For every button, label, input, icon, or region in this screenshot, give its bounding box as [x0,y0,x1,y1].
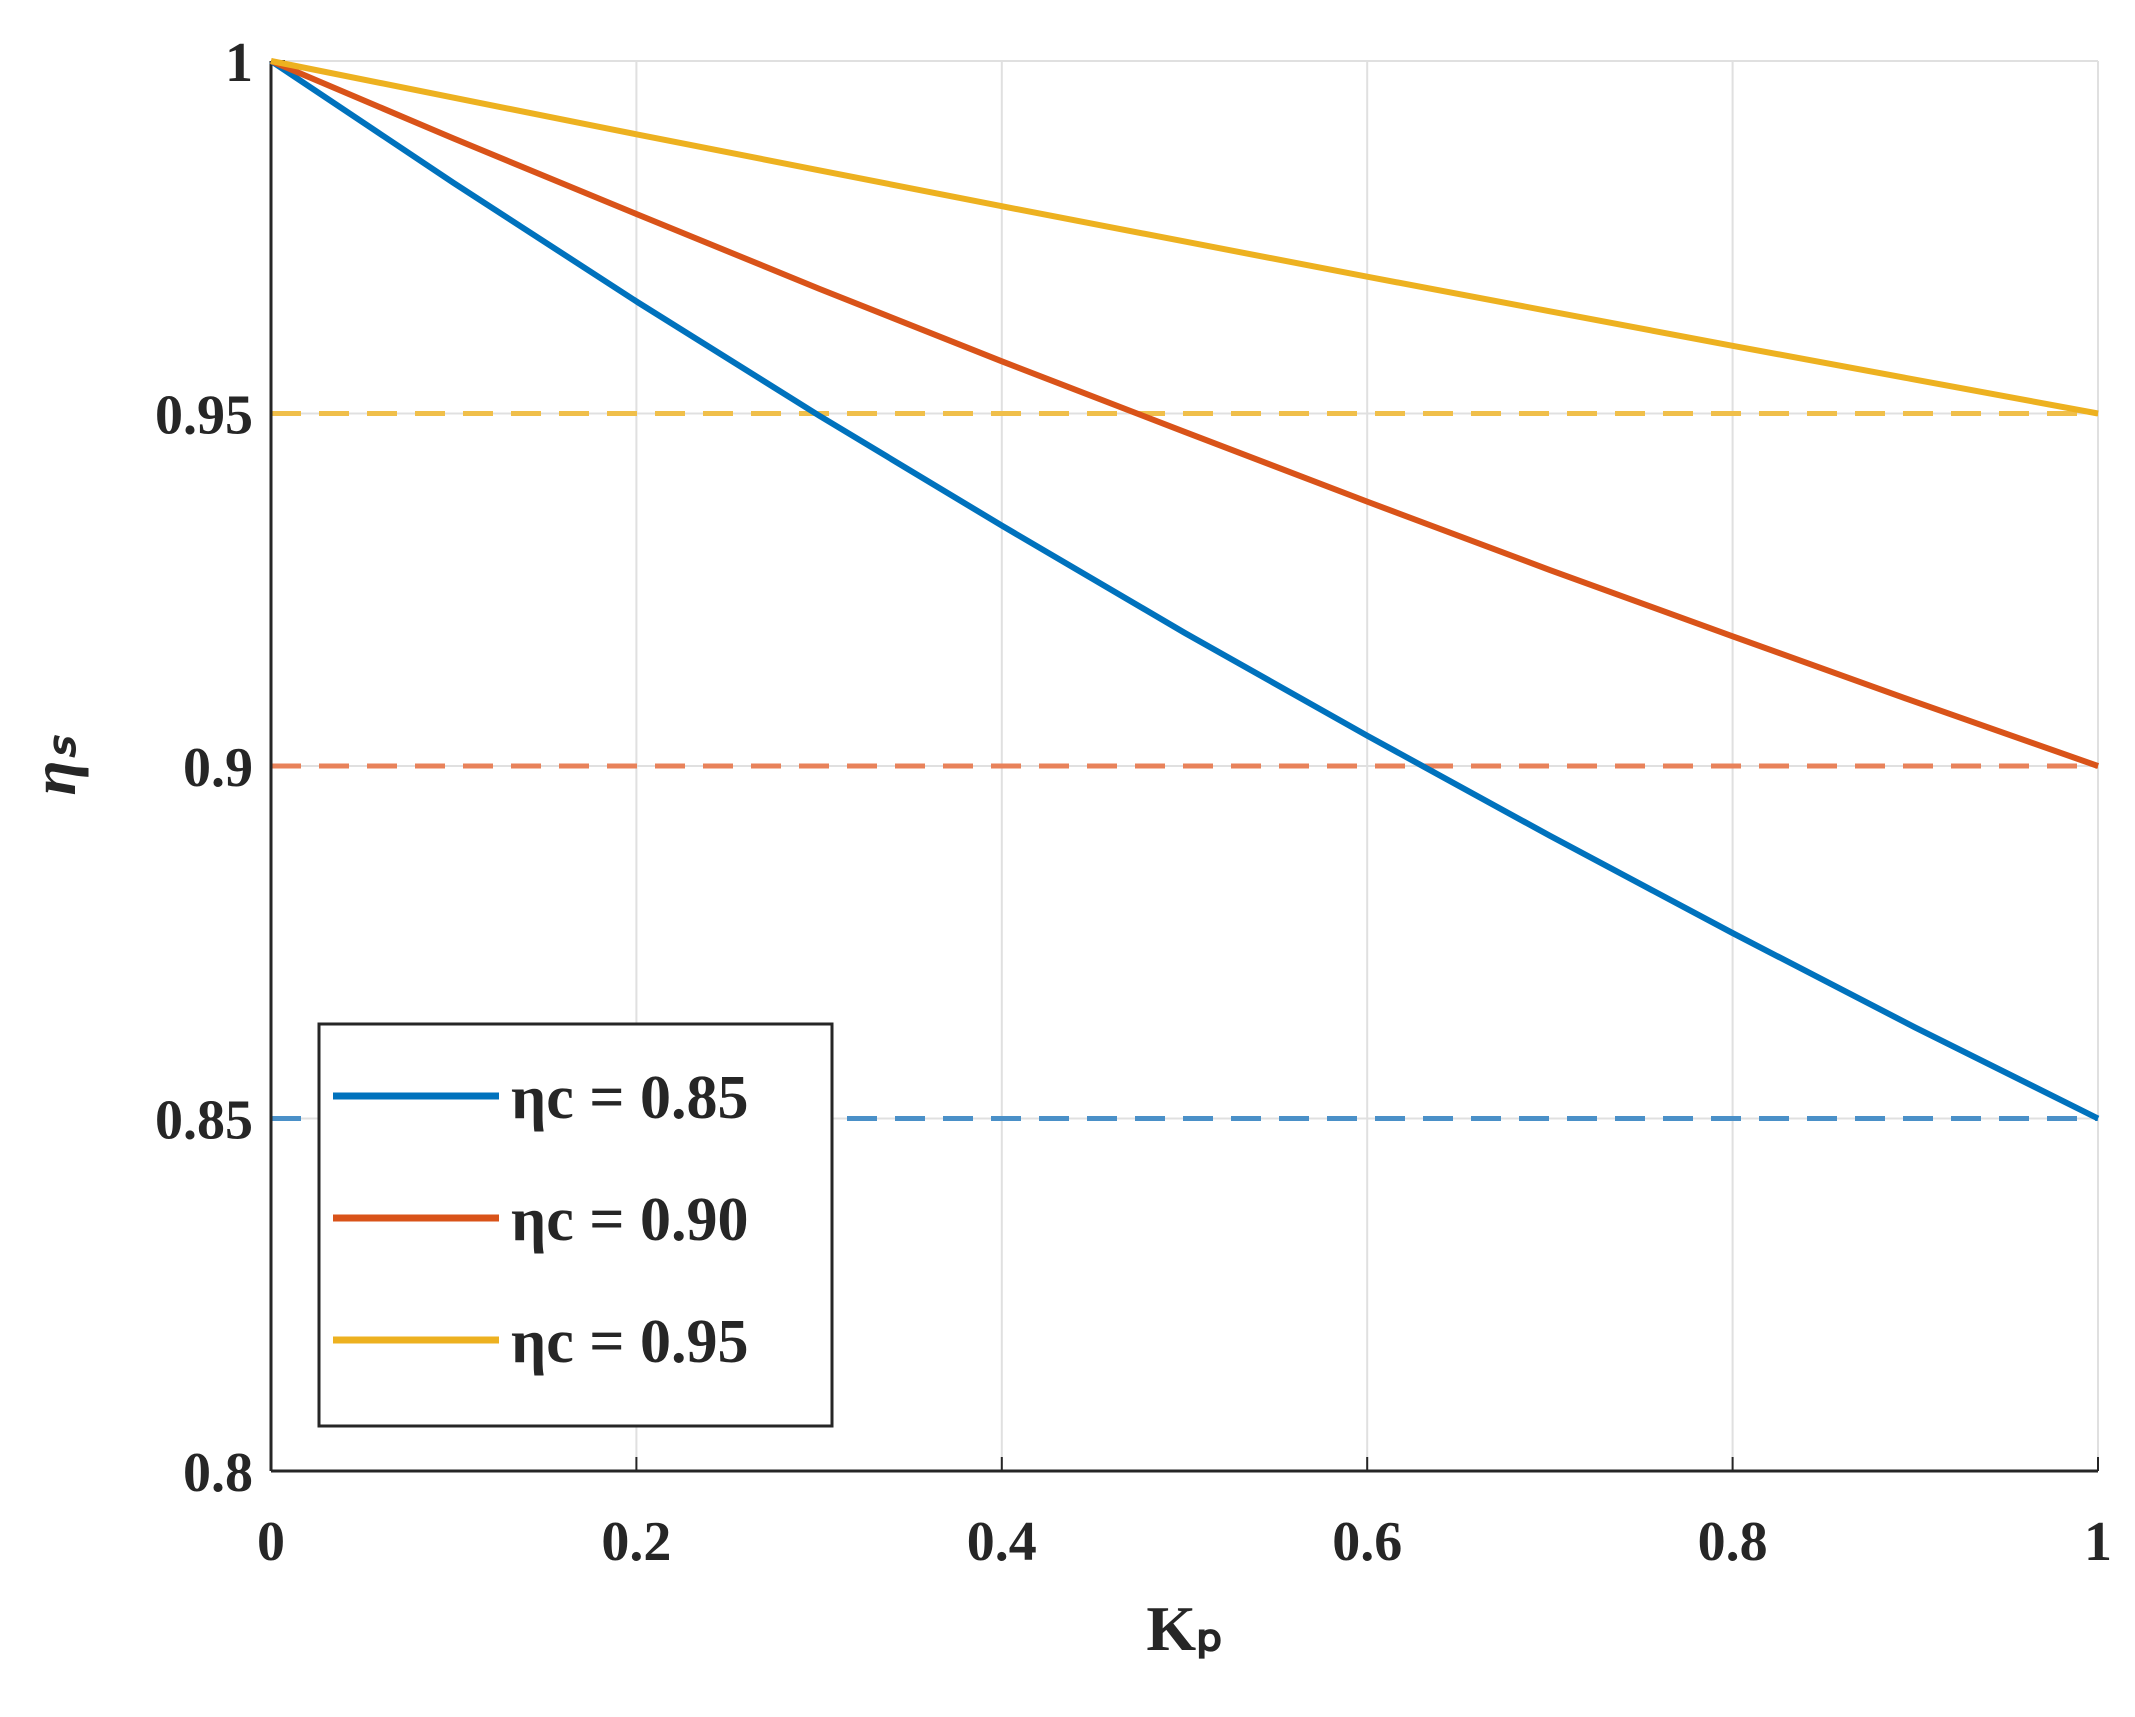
x-tick-label: 0.4 [967,1511,1037,1573]
legend-label: ηc = 0.90 [511,1186,749,1254]
series-line [269,58,2099,769]
legend-label: ηc = 0.95 [511,1308,749,1376]
y-tick-label: 0.85 [155,1090,253,1152]
legend-box [317,1022,834,1428]
y-tick-label: 0.8 [183,1442,253,1504]
x-tick-label: 0.6 [1332,1511,1402,1573]
y-tick-label: 0.95 [155,385,253,447]
x-axis-label: Kₚ [1146,1593,1223,1664]
y-tick-label: 1 [225,32,253,94]
y-tick-label: 0.9 [183,737,253,799]
legend-label: ηc = 0.85 [511,1064,749,1132]
y-axis-label: ηₛ [18,734,89,795]
legend: ηc = 0.85 ηc = 0.90 ηc = 0.95 [317,1022,834,1428]
x-tick-label: 1 [2084,1511,2112,1573]
series-line [269,58,2100,1122]
x-tick-label: 0 [257,1511,285,1573]
x-tick-label: 0.8 [1698,1511,1768,1573]
x-tick-label: 0.2 [601,1511,671,1573]
series-line [270,58,2099,417]
